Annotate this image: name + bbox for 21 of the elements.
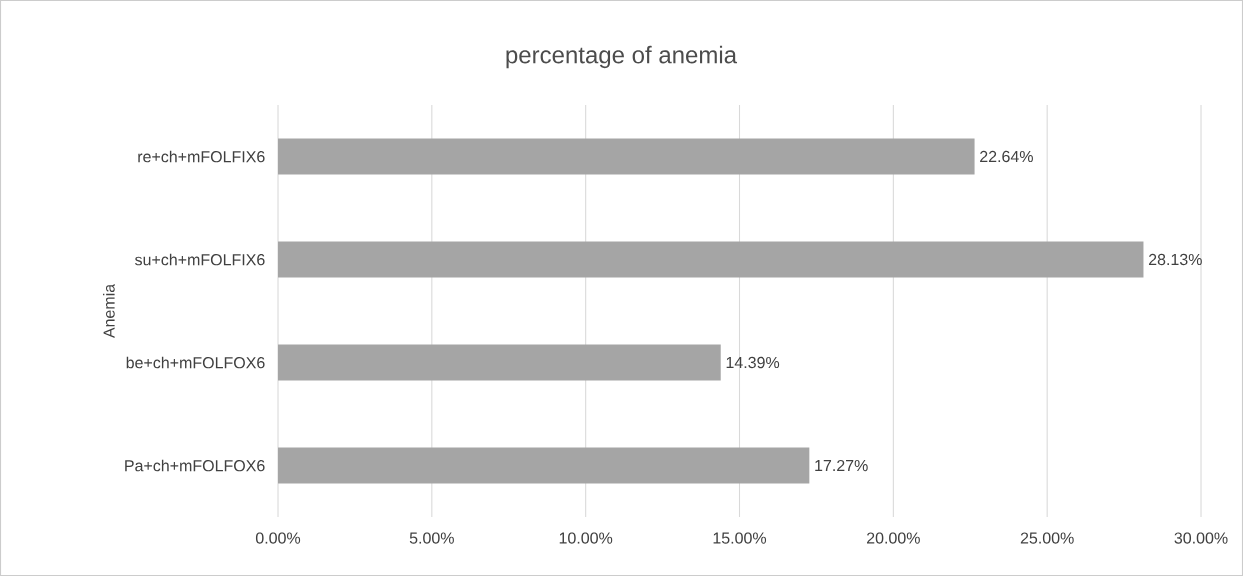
y-axis-title: Anemia bbox=[103, 283, 115, 339]
data-label: 28.13% bbox=[1148, 253, 1202, 266]
y-tick-label: su+ch+mFOLFIX6 bbox=[135, 253, 265, 266]
chart-title: percentage of anemia bbox=[506, 45, 738, 69]
x-tick-label: 15.00% bbox=[713, 532, 767, 544]
data-label: 22.64% bbox=[980, 150, 1033, 163]
x-tick-label: 0.00% bbox=[255, 532, 301, 544]
bar bbox=[278, 344, 721, 381]
data-label: 17.27% bbox=[815, 459, 868, 472]
bar bbox=[278, 138, 975, 175]
x-tick-label: 25.00% bbox=[1020, 532, 1074, 544]
bar bbox=[278, 447, 810, 484]
y-tick-label: re+ch+mFOLFIX6 bbox=[138, 150, 265, 163]
x-tick-label: 5.00% bbox=[409, 532, 454, 544]
x-tick-label: 20.00% bbox=[867, 532, 920, 544]
y-tick-label: be+ch+mFOLFOX6 bbox=[126, 356, 265, 369]
bar bbox=[278, 241, 1144, 278]
y-tick-label: Pa+ch+mFOLFOX6 bbox=[125, 459, 265, 472]
x-tick-label: 30.00% bbox=[1174, 532, 1228, 544]
data-label: 14.39% bbox=[726, 356, 780, 369]
x-tick-label: 10.00% bbox=[559, 532, 613, 544]
